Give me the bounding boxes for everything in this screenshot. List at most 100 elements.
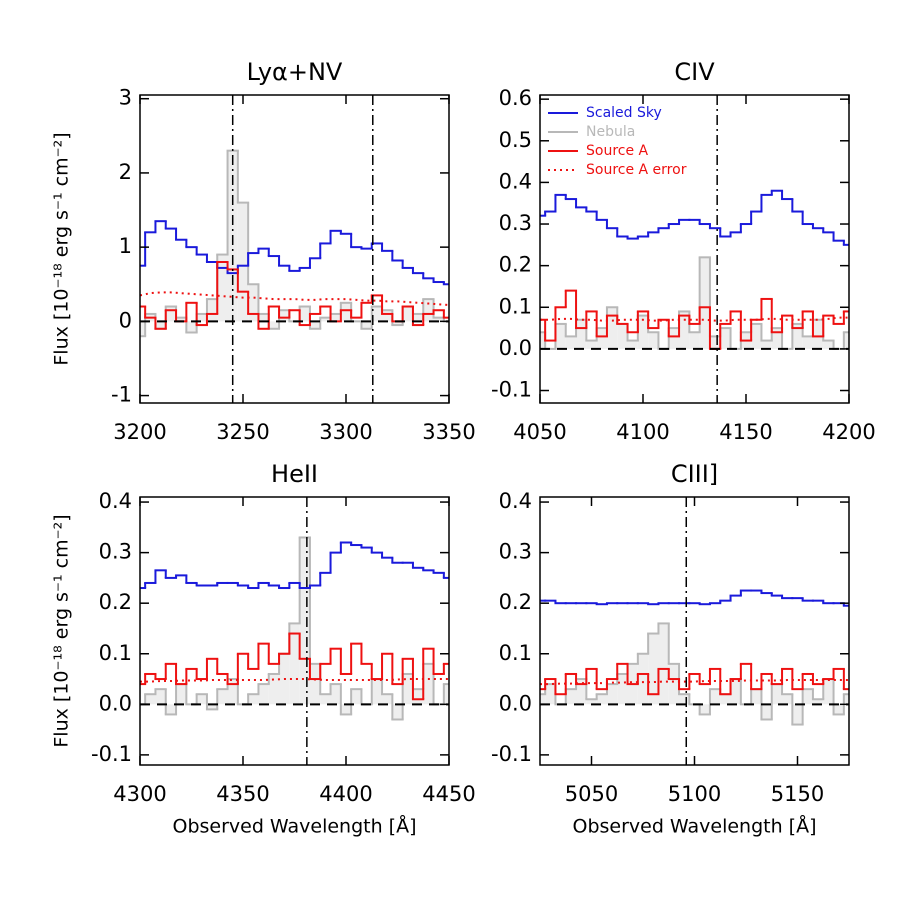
panel-title: Lyα+NV: [247, 58, 343, 86]
legend-label: Source A: [586, 143, 649, 159]
nebula-fill: [823, 340, 834, 349]
y-tick-label: 3: [119, 86, 132, 110]
nebula-fill: [330, 313, 341, 322]
y-tick-label: -0.1: [491, 742, 532, 766]
nebula-fill: [627, 340, 638, 349]
nebula-fill: [699, 704, 710, 715]
y-tick-label: 0.1: [499, 641, 532, 665]
y-tick-label: 0.4: [99, 489, 132, 513]
nebula-fill: [720, 694, 731, 705]
nebula-fill: [423, 299, 434, 322]
nebula-fill: [423, 663, 434, 705]
x-axis-label: Observed Wavelength [Å]: [572, 815, 816, 838]
y-tick-label: 0.5: [499, 128, 532, 152]
nebula-fill: [812, 699, 824, 705]
nebula-fill: [679, 694, 690, 705]
axes-frame: [139, 94, 450, 404]
nebula-fill: [309, 663, 321, 705]
nebula-fill: [320, 317, 331, 322]
nebula-fill: [658, 623, 669, 705]
x-tick-label: 4450: [422, 782, 475, 806]
nebula-fill: [268, 673, 280, 705]
x-tick-label: 3250: [216, 420, 269, 444]
y-tick-label: 0: [119, 308, 132, 332]
nebula-fill: [392, 321, 403, 326]
nebula-fill: [155, 321, 166, 329]
nebula-fill: [340, 704, 352, 715]
nebula-fill: [382, 694, 393, 705]
nebula-fill: [227, 679, 238, 705]
plot-area: [540, 589, 849, 726]
nebula-fill: [637, 653, 649, 705]
panel-title: HeII: [271, 460, 318, 488]
nebula-fill: [196, 313, 207, 322]
nebula-fill: [268, 321, 280, 329]
y-tick-label: 0.4: [499, 489, 532, 513]
y-tick-label: -1: [111, 383, 132, 407]
nebula-fill: [617, 323, 628, 349]
nebula-fill: [371, 679, 383, 705]
nebula-fill: [617, 673, 628, 705]
y-tick-label: 0.6: [499, 86, 532, 110]
nebula-fill: [555, 323, 566, 349]
nebula-fill: [176, 684, 187, 705]
y-tick-label: 0.2: [499, 590, 532, 614]
nebula-fill: [206, 299, 218, 322]
nebula-fill: [576, 319, 587, 349]
x-tick-label: 4100: [616, 420, 669, 444]
nebula-fill: [802, 336, 813, 349]
y-tick-label: 0.0: [499, 691, 532, 715]
nebula-fill: [751, 323, 762, 349]
nebula-fill: [586, 699, 597, 705]
y-tick-label: 0.4: [499, 169, 532, 193]
nebula-fill: [299, 306, 310, 322]
nebula-fill: [720, 328, 731, 349]
nebula-fill: [299, 537, 310, 705]
y-tick-label: 0.0: [99, 691, 132, 715]
nebula-fill: [782, 694, 793, 705]
nebula-fill: [761, 340, 772, 349]
nebula-fill: [648, 332, 659, 349]
nebula-fill: [792, 323, 803, 349]
nebula-fill: [771, 328, 783, 349]
nebula-fill: [843, 332, 849, 349]
x-tick-label: 4150: [719, 420, 772, 444]
y-tick-label: 0.2: [99, 590, 132, 614]
y-tick-label: 1: [119, 234, 132, 258]
nebula-fill: [540, 694, 546, 705]
nebula-fill: [812, 319, 824, 349]
nebula-fill: [217, 254, 228, 322]
nebula-fill: [668, 663, 680, 705]
nebula-fill: [823, 679, 834, 705]
nebula-fill: [833, 704, 844, 715]
nebula-fill: [576, 679, 587, 705]
nebula-fill: [402, 673, 413, 705]
nebula-fill: [843, 694, 849, 705]
nebula-fill: [565, 336, 577, 349]
nebula-fill: [217, 689, 228, 705]
nebula-fill: [565, 689, 577, 705]
nebula-fill: [679, 311, 690, 349]
source-a-error-line: [140, 291, 449, 307]
panel-title: CIII]: [671, 460, 718, 488]
y-tick-label: 0.3: [499, 211, 532, 235]
nebula-fill: [237, 202, 249, 322]
nebula-fill: [709, 689, 721, 705]
nebula-fill: [145, 694, 156, 705]
nebula-fill: [606, 307, 618, 349]
nebula-fill: [186, 321, 197, 333]
nebula-fill: [196, 694, 207, 705]
nebula-fill: [371, 306, 383, 322]
y-tick-label: 0.3: [99, 540, 132, 564]
nebula-fill: [761, 704, 772, 720]
x-tick-label: 5050: [565, 782, 618, 806]
nebula-fill: [206, 704, 218, 710]
nebula-fill: [596, 694, 607, 705]
y-axis-label: Flux [10⁻¹⁸ erg s⁻¹ cm⁻²]: [51, 514, 73, 747]
nebula-fill: [689, 332, 700, 349]
nebula-fill: [248, 694, 259, 705]
nebula-fill: [140, 321, 146, 337]
panel-title: CIV: [674, 58, 715, 86]
